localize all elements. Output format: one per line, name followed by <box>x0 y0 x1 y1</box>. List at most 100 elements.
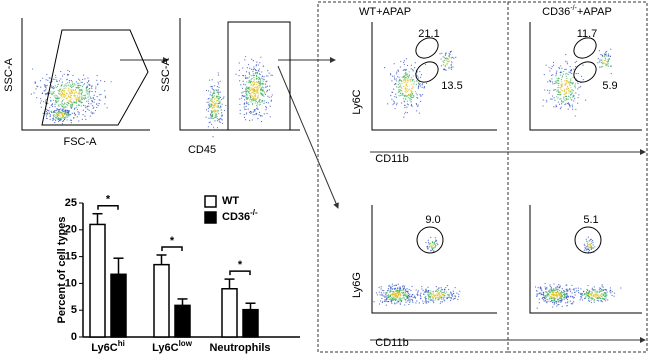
dot <box>599 294 602 296</box>
dot <box>552 83 554 85</box>
sig-star: * <box>106 194 111 206</box>
dot <box>392 297 394 299</box>
dot <box>443 297 445 300</box>
dot <box>565 97 567 100</box>
dot <box>79 84 81 86</box>
dot <box>67 102 70 104</box>
dot <box>560 301 562 303</box>
dot <box>598 294 600 296</box>
dot <box>409 296 411 298</box>
dot <box>399 302 401 304</box>
dot <box>61 95 63 97</box>
dot <box>216 117 219 120</box>
dot <box>404 295 406 297</box>
dot <box>563 93 565 95</box>
dot <box>400 60 402 62</box>
dot <box>399 92 401 94</box>
dot <box>252 73 255 75</box>
dot <box>585 291 588 293</box>
dot <box>53 95 55 97</box>
dot <box>586 295 589 297</box>
dot <box>213 107 215 109</box>
dot <box>560 98 562 100</box>
dot <box>433 243 436 245</box>
dot <box>569 81 571 83</box>
dot <box>408 88 410 90</box>
dot <box>87 100 89 102</box>
dot <box>81 118 83 121</box>
dot <box>110 81 112 83</box>
dot <box>250 78 252 81</box>
y-tick-label: 10 <box>65 277 77 289</box>
dot <box>213 85 216 87</box>
dot <box>448 288 450 291</box>
dot <box>434 295 436 298</box>
dot <box>60 70 62 73</box>
dot <box>410 101 412 103</box>
dot <box>556 70 558 72</box>
dot <box>604 58 606 60</box>
dot <box>79 95 81 97</box>
dot <box>243 113 245 116</box>
dot <box>53 115 55 117</box>
dot <box>217 106 219 109</box>
dot <box>248 119 251 122</box>
dot <box>51 103 53 106</box>
dot <box>555 104 557 106</box>
dot <box>566 288 568 290</box>
dot <box>406 106 408 108</box>
dot <box>51 111 53 114</box>
dot <box>49 118 51 120</box>
gate-value: 11.7 <box>577 28 598 40</box>
dot <box>72 85 75 87</box>
dot <box>405 68 407 71</box>
dot <box>246 81 248 83</box>
dot <box>81 96 83 99</box>
dot <box>568 103 571 105</box>
dot <box>558 66 560 68</box>
dot <box>75 102 77 104</box>
dot <box>427 298 430 300</box>
dot <box>242 91 244 93</box>
dot <box>47 92 49 94</box>
dot <box>606 55 608 57</box>
dot <box>398 298 400 300</box>
dot <box>54 74 57 76</box>
dot <box>440 297 443 299</box>
dot <box>414 297 416 299</box>
dot <box>91 101 94 103</box>
dot <box>255 64 258 66</box>
dot <box>417 104 419 106</box>
dot <box>58 111 61 113</box>
dot <box>557 97 559 99</box>
dot <box>252 99 255 101</box>
dot <box>563 98 565 100</box>
dot <box>432 297 435 299</box>
dot <box>590 248 592 251</box>
dot <box>84 115 86 117</box>
dot <box>610 65 612 67</box>
dot <box>547 290 550 292</box>
dot <box>211 88 213 90</box>
dot <box>249 80 251 82</box>
dot <box>207 110 209 112</box>
dot <box>571 82 573 84</box>
dot <box>254 100 257 102</box>
dot <box>257 96 259 99</box>
dot <box>259 86 261 88</box>
dot <box>404 81 407 83</box>
dot <box>389 295 392 297</box>
dot <box>412 297 414 299</box>
dot <box>452 56 454 58</box>
dot <box>430 244 432 246</box>
dot <box>550 300 553 302</box>
dot <box>259 81 261 83</box>
dot <box>400 79 402 82</box>
dot <box>68 90 71 92</box>
dot <box>566 294 568 296</box>
dot <box>403 285 406 287</box>
dot <box>412 86 414 88</box>
dot <box>404 78 406 81</box>
dot <box>432 243 434 245</box>
dot <box>405 97 407 100</box>
